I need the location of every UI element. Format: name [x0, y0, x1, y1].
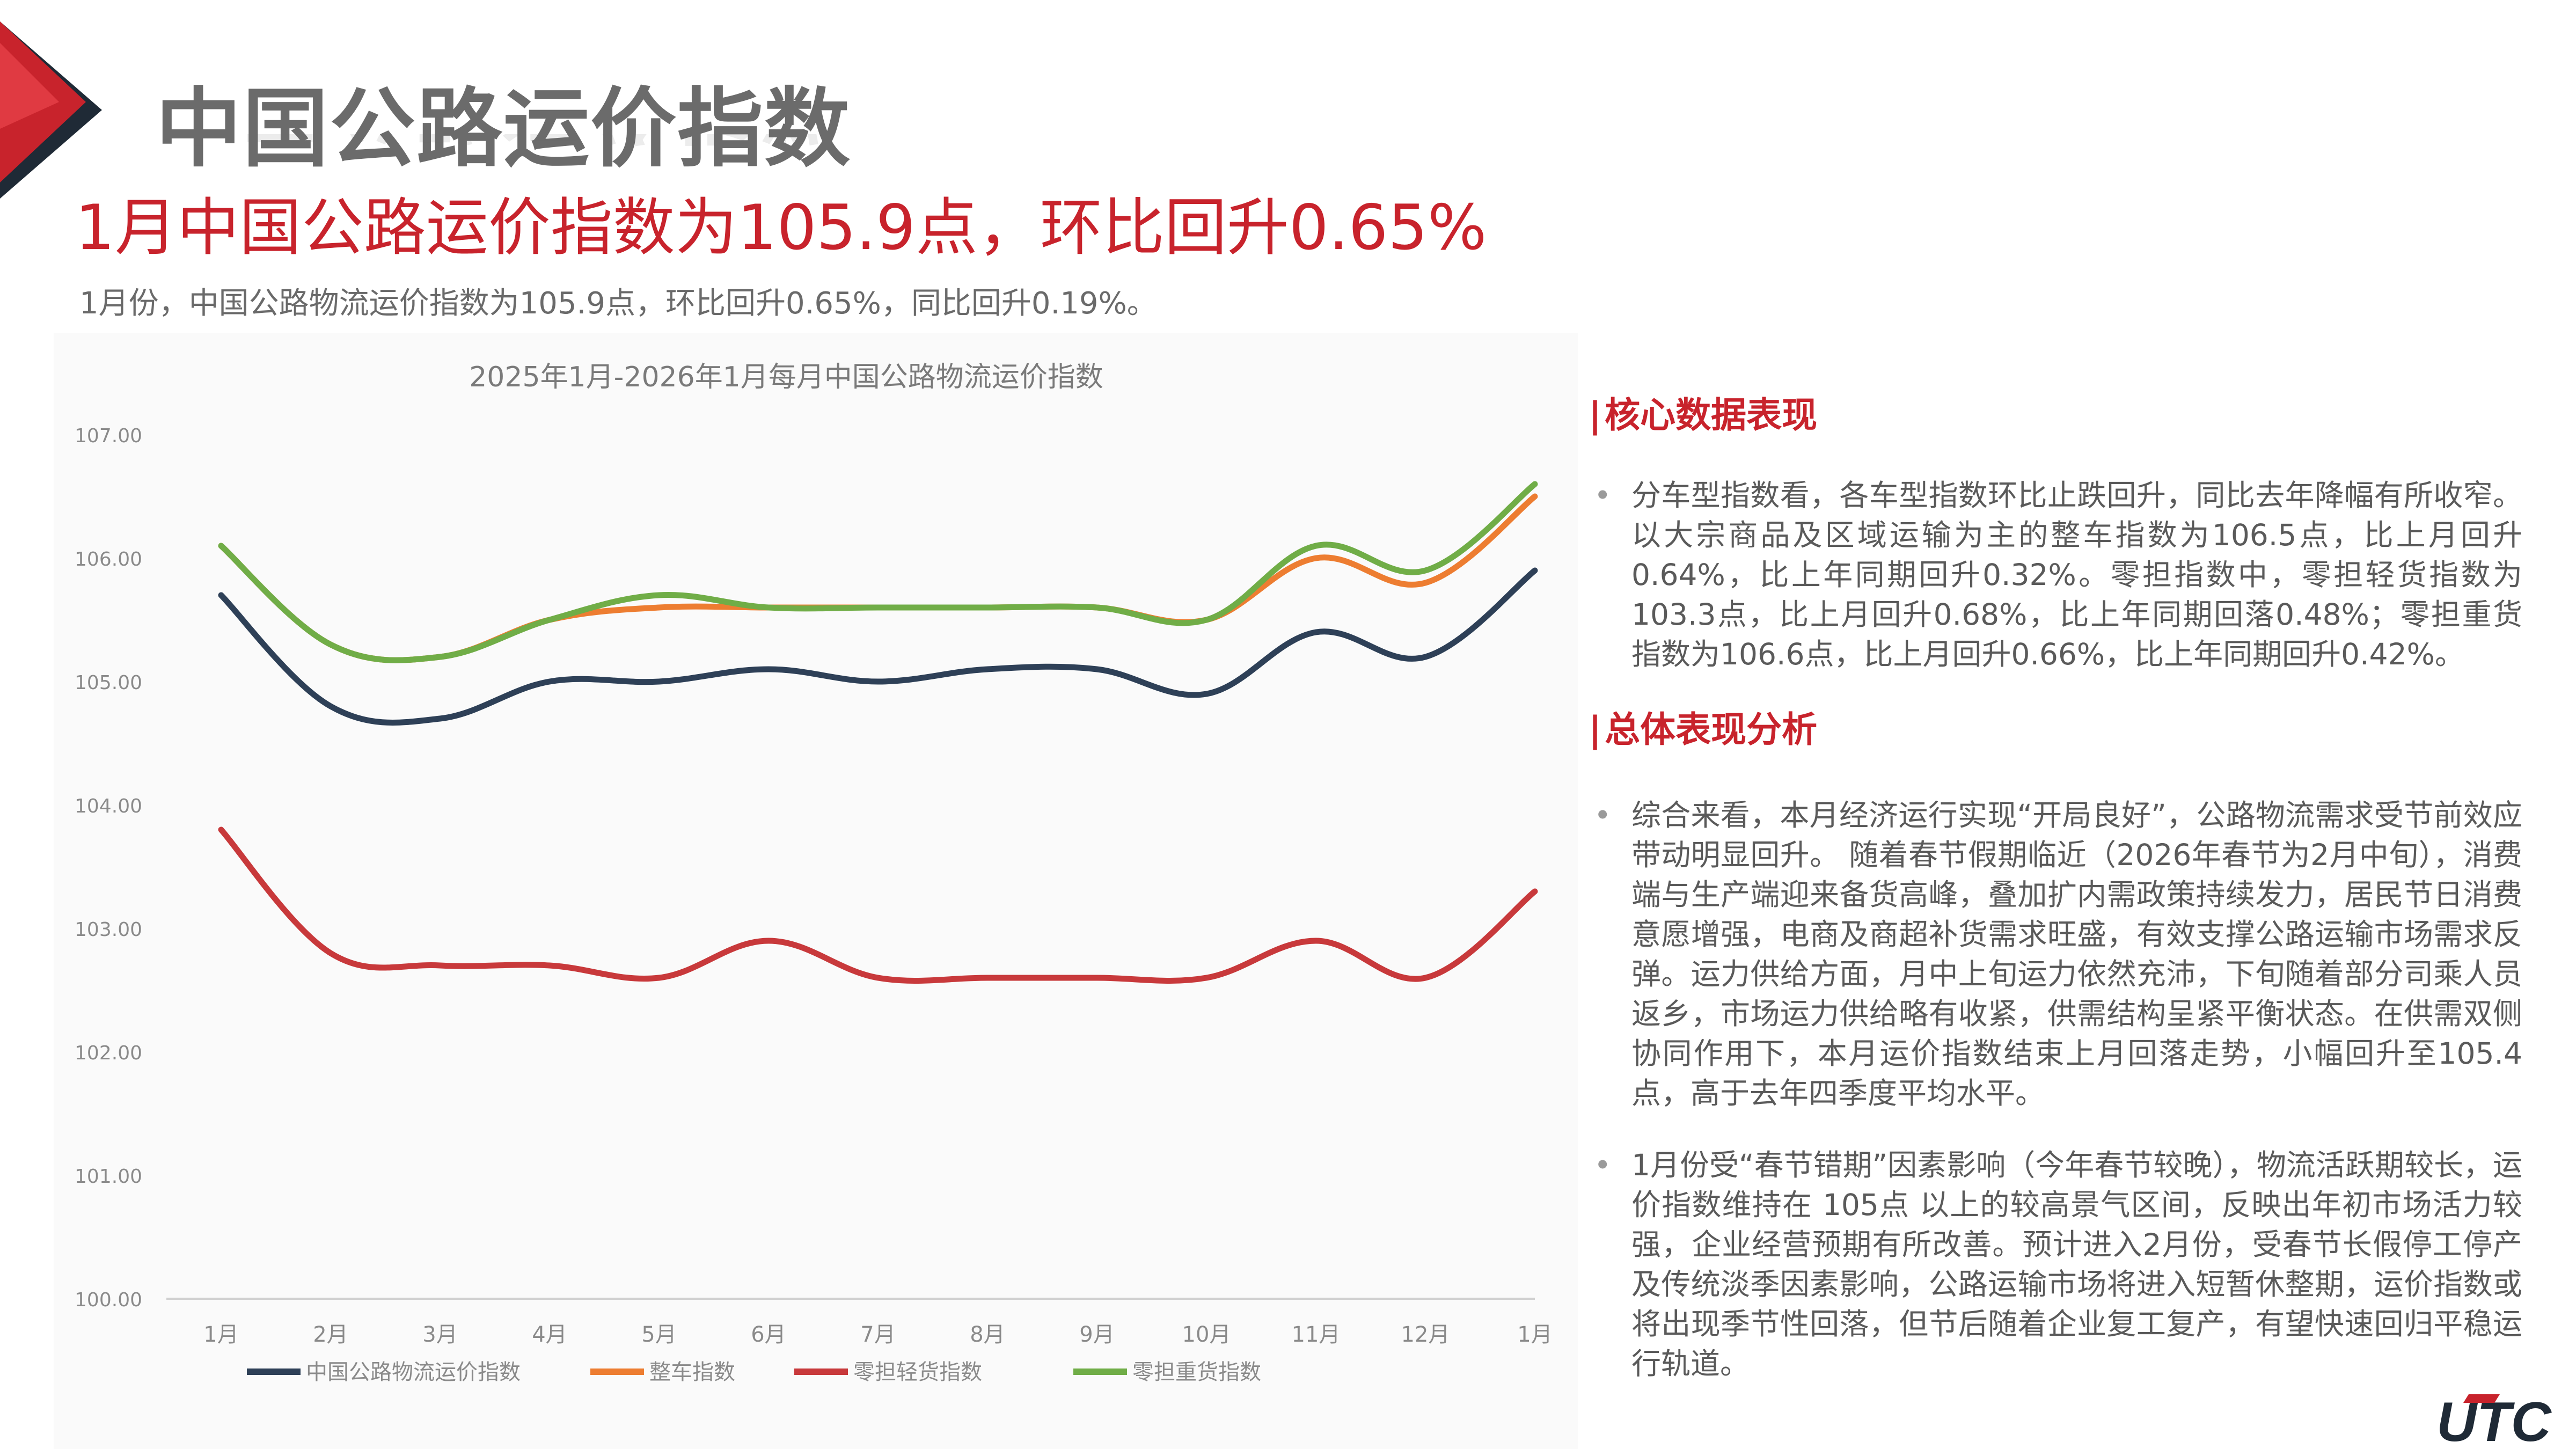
- corner-arrow-decoration: [0, 21, 102, 199]
- bullet-item: • 综合来看，本月经济运行实现“开局良好”，公路物流需求受节前效应带动明显回升。 …: [1594, 798, 2522, 1110]
- page-title: 中国公路运价指数: [156, 78, 852, 179]
- x-tick-label: 5月: [641, 1322, 676, 1347]
- legend-label: 零担重货指数: [1132, 1360, 1261, 1385]
- x-tick-label: 1月: [1517, 1322, 1552, 1347]
- y-tick-label: 105.00: [75, 672, 142, 694]
- y-tick-label: 101.00: [75, 1166, 142, 1188]
- chart-title: 2025年1月-2026年1月每月中国公路物流运价指数: [469, 361, 1103, 393]
- section-title: |总体表现分析: [1589, 709, 1818, 750]
- y-tick-label: 106.00: [75, 548, 142, 570]
- x-tick-label: 7月: [860, 1322, 895, 1347]
- series-line: [218, 481, 1538, 663]
- y-tick-label: 102.00: [75, 1042, 142, 1064]
- legend-label: 零担轻货指数: [853, 1360, 982, 1385]
- y-tick-label: 103.00: [75, 919, 142, 941]
- section-core-data: |核心数据表现 • 分车型指数看，各车型指数环比止跌回升，同比去年降幅有所收窄。以…: [1589, 386, 2522, 674]
- x-tick-label: 3月: [422, 1322, 457, 1347]
- x-tick-label: 10月: [1182, 1322, 1231, 1347]
- x-tick-label: 4月: [532, 1322, 567, 1347]
- bullet-item: • 分车型指数看，各车型指数环比止跌回升，同比去年降幅有所收窄。以大宗商品及区域运…: [1594, 478, 2522, 671]
- series-line: [218, 567, 1538, 726]
- y-tick-label: 107.00: [75, 425, 142, 447]
- headline: 1月中国公路运价指数为105.9点，环比回升0.65%: [75, 192, 1487, 264]
- x-tick-label: 11月: [1292, 1322, 1341, 1347]
- analysis-panel: |核心数据表现 • 分车型指数看，各车型指数环比止跌回升，同比去年降幅有所收窄。以…: [1589, 386, 2522, 1384]
- x-tick-label: 8月: [970, 1322, 1005, 1347]
- section-overall-analysis: |总体表现分析 • 综合来看，本月经济运行实现“开局良好”，公路物流需求受节前效应…: [1589, 701, 2522, 1384]
- chart-panel: 2025年1月-2026年1月每月中国公路物流运价指数 100.00 101.00 1…: [54, 333, 1578, 1449]
- y-tick-label: 100.00: [75, 1289, 142, 1311]
- x-tick-label: 9月: [1079, 1322, 1114, 1347]
- utc-logo: UTC: [2436, 1391, 2552, 1449]
- x-tick-label: 12月: [1401, 1322, 1450, 1347]
- x-tick-label: 6月: [751, 1322, 786, 1347]
- subline: 1月份，中国公路物流运价指数为105.9点，环比回升0.65%，同比回升0.19…: [79, 286, 1157, 321]
- page-title-reflection: 中国公路运价指数: [156, 134, 843, 172]
- series-line: [218, 826, 1538, 984]
- legend-label: 中国公路物流运价指数: [306, 1360, 521, 1385]
- x-tick-label: 1月: [203, 1322, 238, 1347]
- bullet-item: • 1月份受“春节错期”因素影响（今年春节较晚），物流活跃期较长，运价指数维持在 …: [1594, 1148, 2522, 1381]
- y-tick-label: 104.00: [75, 795, 142, 817]
- x-tick-label: 2月: [313, 1322, 348, 1347]
- legend-label: 整车指数: [649, 1360, 735, 1385]
- line-chart: 2025年1月-2026年1月每月中国公路物流运价指数 100.00 101.00 1…: [75, 361, 1553, 1385]
- section-title: |核心数据表现: [1589, 394, 1818, 436]
